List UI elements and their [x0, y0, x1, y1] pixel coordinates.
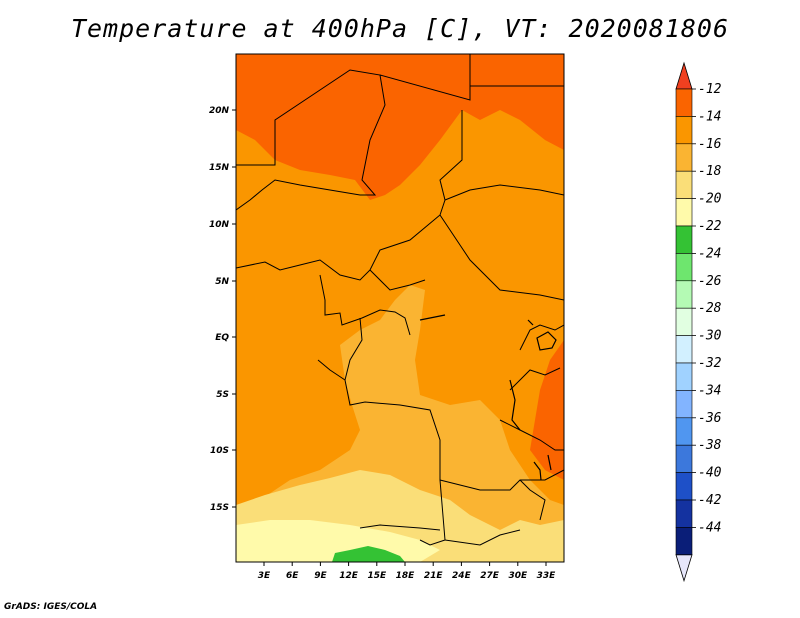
region-m20-m22	[236, 520, 440, 562]
colorbar-label: -26	[698, 274, 722, 289]
colorbar-label: -44	[698, 520, 721, 535]
colorbar-bin	[675, 390, 693, 419]
colorbar-label: -34	[698, 383, 721, 398]
lon-tick-label: 30E	[508, 571, 528, 581]
colorbar-bin	[675, 362, 693, 391]
lat-tick-label: EQ	[215, 333, 229, 343]
temperature-field	[236, 54, 564, 562]
colorbar-label: -16	[698, 137, 722, 152]
colorbar-label: -40	[698, 466, 722, 481]
grads-credit: GrADS: IGES/COLA	[4, 602, 98, 612]
region-m12-m14-north	[236, 54, 564, 200]
lon-tick-label: 15E	[367, 571, 387, 581]
latitude-axis: 20N 15N 10N 5N EQ 5S 10S 15S	[209, 106, 236, 513]
lon-tick-label: 9E	[314, 571, 327, 581]
colorbar-bin	[675, 143, 693, 172]
colorbar-bin	[675, 307, 693, 336]
colorbar-bin	[675, 253, 693, 282]
colorbar-bin	[675, 444, 693, 473]
country-borders	[236, 54, 564, 546]
lon-tick-label: 3E	[258, 571, 271, 581]
longitude-axis: 3E 6E 9E 12E 15E 18E 21E 24E 27E 30E 33E	[258, 562, 556, 581]
lat-tick-label: 5N	[215, 277, 229, 287]
colorbar-bin	[675, 116, 693, 145]
lat-tick-label: 10S	[210, 446, 229, 456]
lat-tick-label: 15N	[209, 163, 230, 173]
region-m12-m14-ne	[530, 54, 564, 110]
lat-tick-label: 5S	[216, 390, 229, 400]
lat-tick-label: 10N	[209, 220, 230, 230]
colorbar-bin	[675, 170, 693, 199]
region-m22-m24	[332, 546, 405, 562]
colorbar-bin	[675, 225, 693, 254]
colorbar-label: -30	[698, 329, 722, 344]
lon-tick-label: 6E	[286, 571, 299, 581]
lat-tick-label: 20N	[209, 106, 230, 116]
colorbar-label: -12	[698, 82, 722, 97]
colorbar-bin	[675, 335, 693, 364]
lon-tick-label: 18E	[396, 571, 416, 581]
lon-tick-label: 24E	[452, 571, 472, 581]
colorbar-bin	[675, 499, 693, 528]
colorbar-label: -32	[698, 356, 722, 371]
colorbar-label: -22	[698, 219, 722, 234]
map-frame	[235, 53, 565, 563]
lat-tick-label: 15S	[210, 503, 229, 513]
colorbar-bin	[675, 88, 693, 117]
colorbar-label: -18	[698, 164, 722, 179]
colorbar-bin	[675, 417, 693, 446]
colorbar-top-arrow	[675, 61, 693, 90]
colorbar-label: -36	[698, 411, 722, 426]
lon-tick-label: 21E	[424, 571, 444, 581]
colorbar-label: -24	[698, 246, 721, 261]
colorbar-bin	[675, 472, 693, 501]
lon-tick-label: 27E	[480, 571, 500, 581]
lon-tick-label: 33E	[537, 571, 557, 581]
colorbar-label: -28	[698, 301, 722, 316]
lon-tick-label: 12E	[339, 571, 359, 581]
colorbar-bottom-arrow	[675, 554, 693, 583]
colorbar: -12 -14 -16 -18 -20 -22 -24 -26 -28 -30 -32 -34 -36 -…	[675, 61, 722, 583]
colorbar-bin	[675, 280, 693, 309]
colorbar-label: -38	[698, 438, 722, 453]
colorbar-bin	[675, 198, 693, 227]
colorbar-bin	[675, 527, 693, 556]
colorbar-label: -42	[698, 493, 722, 508]
lake-outlines	[419, 314, 557, 481]
region-m12-m14-east	[530, 340, 564, 480]
colorbar-label: -20	[698, 192, 722, 207]
colorbar-label: -14	[698, 109, 721, 124]
chart-title: Temperature at 400hPa [C], VT: 202008180…	[70, 14, 730, 43]
